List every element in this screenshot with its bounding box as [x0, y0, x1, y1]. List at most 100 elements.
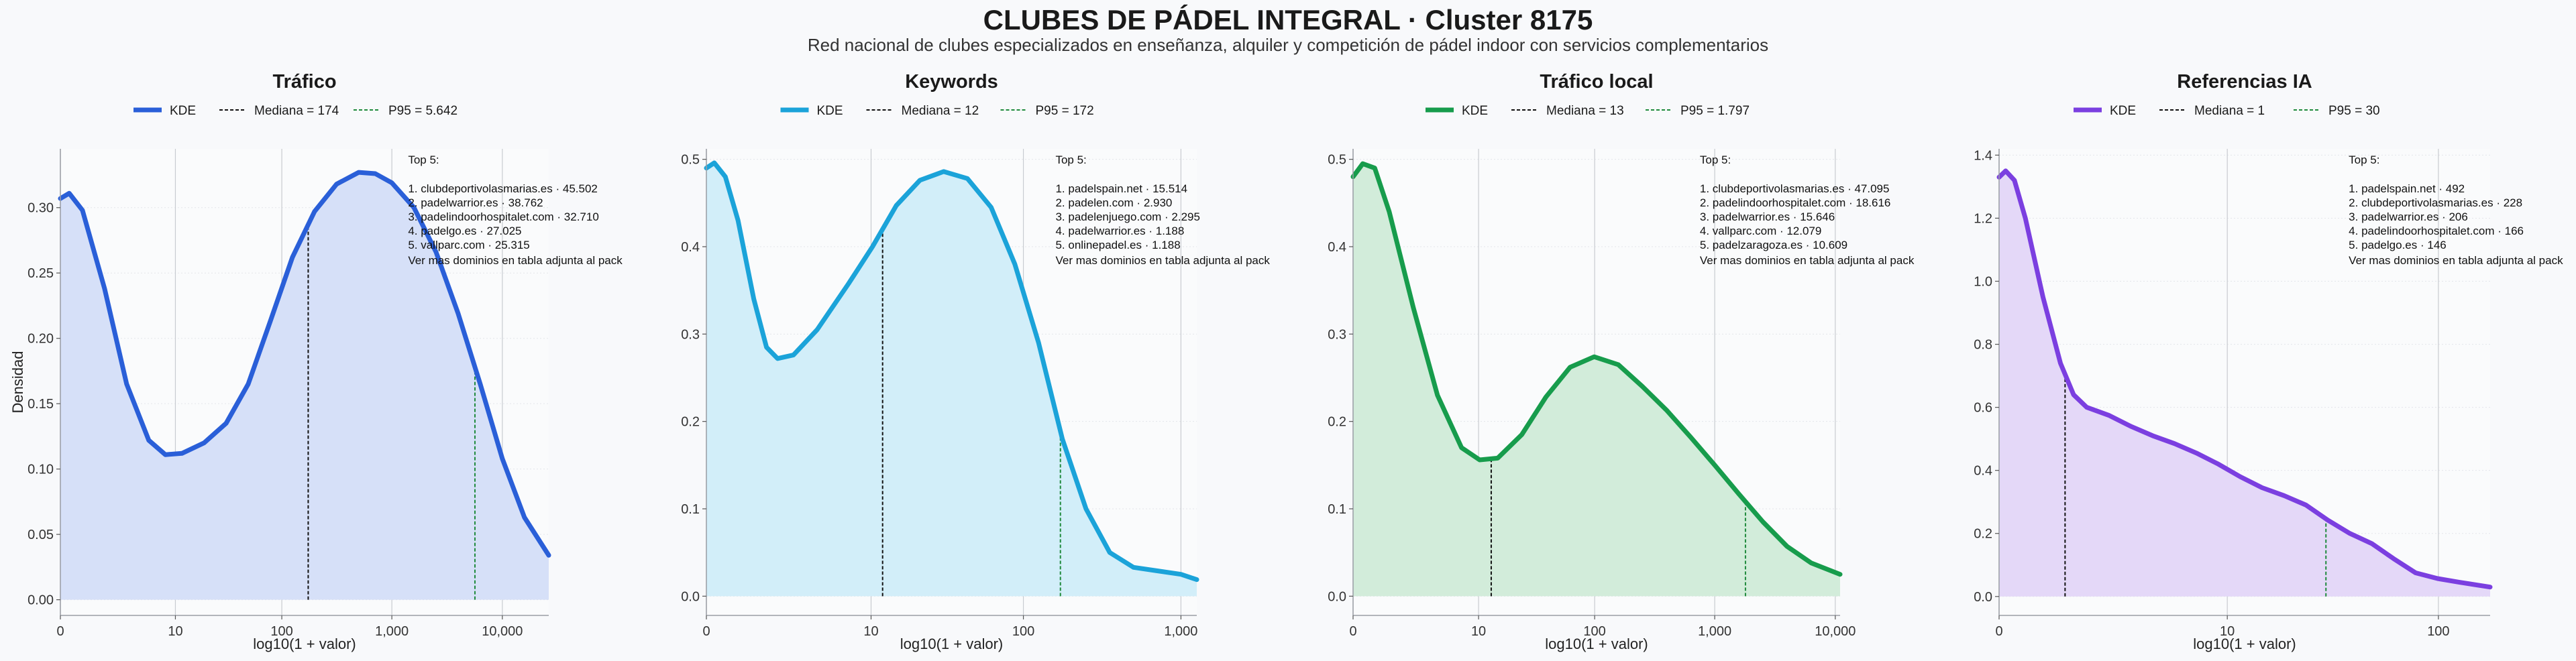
- y-tick-label: 0.1: [681, 502, 700, 517]
- chart-panel-4: 0.0 0.2 0.4 0.6 0.8 1.0 1.2 1.4 0 10 100 log10(1 + …: [1974, 71, 2563, 652]
- figure-title: CLUBES DE PÁDEL INTEGRAL · Cluster 8175: [983, 4, 1593, 36]
- x-axis-label: log10(1 + valor): [253, 636, 356, 652]
- y-tick-label: 0.4: [1328, 240, 1346, 255]
- top5-footnote: Ver mas dominios en tabla adjunta al pac…: [408, 254, 623, 267]
- figure-subtitle: Red nacional de clubes especializados en…: [808, 35, 1768, 55]
- legend-p95-label: P95 = 1.797: [1680, 104, 1750, 118]
- panel-title: Referencias IA: [2177, 71, 2312, 93]
- legend-kde-label: KDE: [1462, 104, 1488, 118]
- y-tick-label: 0.05: [28, 528, 54, 542]
- x-tick-label: 100: [1583, 624, 1605, 639]
- top5-heading: Top 5:: [408, 154, 439, 166]
- y-tick-label: 0.6: [1974, 401, 1992, 416]
- kde-area: [60, 172, 549, 600]
- x-tick-label: 100: [1012, 624, 1034, 639]
- x-tick-label: 1,000: [375, 624, 409, 639]
- x-axis-label: log10(1 + valor): [900, 636, 1003, 652]
- x-tick-label: 0: [1349, 624, 1356, 639]
- top5-item: 1. padelspain.net · 15.514: [1055, 182, 1187, 195]
- legend-median-label: Mediana = 1: [2194, 104, 2265, 118]
- top5-item: 3. padelwarrior.es · 15.646: [1700, 211, 1835, 223]
- panel-title: Keywords: [905, 71, 998, 93]
- top5-item: 2. padelen.com · 2.930: [1055, 196, 1172, 209]
- top5-footnote: Ver mas dominios en tabla adjunta al pac…: [2349, 254, 2563, 267]
- x-tick-label: 1,000: [1164, 624, 1197, 639]
- x-tick-label: 10,000: [482, 624, 523, 639]
- top5-item: 4. padelgo.es · 27.025: [408, 225, 521, 237]
- kde-line: [1350, 161, 1843, 577]
- top5-footnote: Ver mas dominios en tabla adjunta al pac…: [1700, 254, 1915, 267]
- top5-heading: Top 5:: [1700, 154, 1731, 166]
- top5-item: 5. vallparc.com · 25.315: [408, 239, 529, 251]
- chart-panel-3: 0.0 0.1 0.2 0.3 0.4 0.5 0 10 100 1,000 10,000 log10…: [1328, 71, 1915, 652]
- legend-kde-label: KDE: [817, 104, 843, 118]
- top5-item: 5. onlinepadel.es · 1.188: [1055, 239, 1180, 251]
- kde-area: [1999, 170, 2490, 597]
- y-tick-label: 0.5: [681, 153, 700, 168]
- legend-kde-label: KDE: [170, 104, 196, 118]
- x-tick-label: 10,000: [1815, 624, 1856, 639]
- x-tick-label: 100: [270, 624, 292, 639]
- top5-heading: Top 5:: [2349, 154, 2379, 166]
- y-tick-label: 0.0: [1328, 589, 1346, 604]
- y-tick-label: 0.0: [681, 589, 700, 604]
- legend-p95-label: P95 = 5.642: [388, 104, 458, 118]
- top5-item: 2. clubdeportivolasmarias.es · 228: [2349, 196, 2522, 209]
- y-tick-label: 0.15: [28, 397, 54, 412]
- y-tick-label: 0.30: [28, 201, 54, 216]
- y-tick-label: 1.4: [1974, 148, 1992, 163]
- legend-median-label: Mediana = 174: [254, 104, 339, 118]
- kde-line: [1996, 168, 2493, 590]
- y-tick-label: 1.2: [1974, 211, 1992, 226]
- y-tick-label: 0.2: [681, 415, 700, 430]
- y-tick-label: 0.2: [1974, 527, 1992, 542]
- y-tick-label: 0.3: [1328, 327, 1346, 342]
- top5-item: 3. padelindoorhospitalet.com · 32.710: [408, 211, 598, 223]
- y-tick-label: 0.4: [681, 240, 700, 255]
- top5-item: 1. padelspain.net · 492: [2349, 182, 2465, 195]
- x-tick-label: 10: [168, 624, 182, 639]
- y-tick-label: 0.2: [1328, 415, 1346, 430]
- top5-item: 1. clubdeportivolasmarias.es · 47.095: [1700, 182, 1890, 195]
- y-tick-label: 0.4: [1974, 464, 1992, 479]
- top5-footnote: Ver mas dominios en tabla adjunta al pac…: [1055, 254, 1270, 267]
- y-tick-label: 0.1: [1328, 502, 1346, 517]
- y-tick-label: 0.00: [28, 593, 54, 608]
- y-tick-label: 0.5: [1328, 153, 1346, 168]
- legend-median-label: Mediana = 13: [1546, 104, 1624, 118]
- top5-item: 4. padelwarrior.es · 1.188: [1055, 225, 1184, 237]
- y-tick-label: 1.0: [1974, 275, 1992, 290]
- x-tick-label: 0: [1995, 624, 2002, 639]
- top5-item: 1. clubdeportivolasmarias.es · 45.502: [408, 182, 598, 195]
- panel-title: Tráfico local: [1540, 71, 1653, 93]
- y-tick-label: 0.20: [28, 332, 54, 347]
- x-tick-label: 1,000: [1698, 624, 1731, 639]
- top5-item: 4. vallparc.com · 12.079: [1700, 225, 1821, 237]
- x-tick-label: 10: [1471, 624, 1486, 639]
- panels-container: 0.000.050.100.150.200.250.300 10 100 1,000 1…: [9, 71, 2563, 652]
- y-tick-label: 0.3: [681, 327, 700, 342]
- top5-item: 4. padelindoorhospitalet.com · 166: [2349, 225, 2524, 237]
- y-tick-label: 0.8: [1974, 338, 1992, 353]
- x-tick-label: 10: [2220, 624, 2235, 639]
- y-tick-label: 0.0: [1974, 590, 1992, 605]
- x-tick-label: 0: [702, 624, 710, 639]
- legend-kde-label: KDE: [2110, 104, 2136, 118]
- kde-line: [704, 160, 1199, 583]
- top5-item: 5. padelzaragoza.es · 10.609: [1700, 239, 1847, 251]
- chart-panel-2: 0.0 0.1 0.2 0.3 0.4 0.5 0 10 100 1,000 log10(1 + v…: [681, 71, 1270, 652]
- legend-p95-label: P95 = 30: [2328, 104, 2380, 118]
- y-tick-label: 0.25: [28, 266, 54, 281]
- legend-median-label: Mediana = 12: [902, 104, 979, 118]
- top5-item: 3. padelwarrior.es · 206: [2349, 211, 2468, 223]
- chart-panel-1: 0.00 0.05 0.10 0.15 0.20 0.25 0.30 0 10 100 1,000 1…: [9, 71, 623, 652]
- x-tick-label: 100: [2427, 624, 2449, 639]
- legend-p95-label: P95 = 172: [1036, 104, 1094, 118]
- x-tick-label: 0: [56, 624, 64, 639]
- top5-item: 5. padelgo.es · 146: [2349, 239, 2447, 251]
- y-tick-label: 0.10: [28, 463, 54, 477]
- top5-item: 2. padelindoorhospitalet.com · 18.616: [1700, 196, 1890, 209]
- kde-area: [706, 162, 1197, 597]
- x-axis-label: log10(1 + valor): [1545, 636, 1648, 652]
